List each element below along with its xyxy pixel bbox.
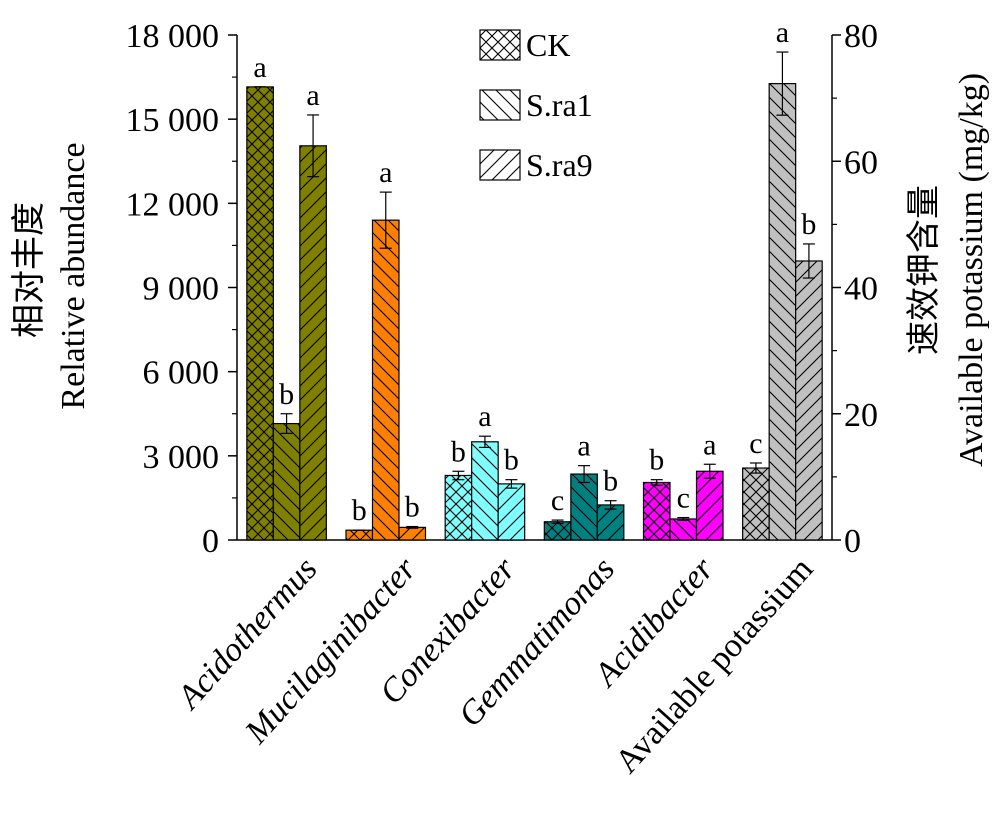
significance-letter: b xyxy=(451,435,466,468)
right-tick-label: 20 xyxy=(844,397,878,434)
bar-pattern xyxy=(371,219,400,541)
significance-letter: b xyxy=(405,491,420,524)
significance-letter: a xyxy=(253,51,266,84)
right-tick-label: 0 xyxy=(844,523,861,560)
bar-pattern xyxy=(695,470,724,541)
significance-letter: a xyxy=(703,428,716,461)
bar-pattern xyxy=(768,83,797,541)
significance-letter: b xyxy=(504,444,519,477)
bar-pattern xyxy=(444,474,473,541)
bar-pattern xyxy=(471,441,499,541)
axes: 0 3 000 6 000 9 000 12 000 15 000 18 000 0 20 40 6… xyxy=(126,18,879,560)
right-tick-label: 40 xyxy=(844,271,878,308)
error-bars xyxy=(254,51,815,531)
bar-pattern xyxy=(543,521,572,541)
legend-label: S.ra1 xyxy=(526,87,593,123)
significance-letter: a xyxy=(478,400,491,433)
significance-letter: a xyxy=(577,430,590,463)
significance-letter: c xyxy=(677,482,690,515)
bar-pattern xyxy=(272,422,301,541)
legend-swatch xyxy=(479,149,521,181)
category-label: Mucilaginibacter xyxy=(238,550,425,751)
bar-pattern xyxy=(497,483,526,541)
legend-label: CK xyxy=(526,27,570,63)
bar-pattern xyxy=(345,529,374,541)
significance-letter: b xyxy=(801,208,816,241)
significance-letter: c xyxy=(749,427,762,460)
bar-pattern xyxy=(795,260,823,541)
left-axis-title-en: Relative abundance xyxy=(55,142,92,409)
right-axis-title-cn: 速效钾含量 xyxy=(905,185,943,355)
bar-pattern xyxy=(398,526,427,541)
significance-letter: b xyxy=(279,378,294,411)
right-tick-label: 80 xyxy=(844,18,878,55)
significance-letter: a xyxy=(306,79,319,112)
significance-letter: b xyxy=(649,444,664,477)
significance-letter: a xyxy=(776,16,789,49)
right-tick-label: 60 xyxy=(844,144,878,181)
left-tick-label: 6 000 xyxy=(143,355,220,392)
significance-letter: b xyxy=(603,465,618,498)
left-tick-label: 12 000 xyxy=(126,186,220,223)
left-tick-label: 3 000 xyxy=(143,439,220,476)
category-labels: AcidothermusMucilaginibacterConexibacter… xyxy=(169,550,820,780)
left-tick-label: 18 000 xyxy=(126,18,220,55)
significance-letter: c xyxy=(551,484,564,517)
significance-letter: a xyxy=(379,156,392,189)
left-tick-label: 0 xyxy=(202,523,219,560)
left-tick-label: 9 000 xyxy=(143,271,220,308)
bars xyxy=(246,83,823,541)
bar-pattern xyxy=(246,86,274,541)
bar-pattern xyxy=(642,481,671,541)
legend-swatch xyxy=(479,29,521,61)
bar-pattern xyxy=(570,473,598,541)
bar-pattern xyxy=(299,145,327,541)
left-axis-title-cn: 相对丰度 xyxy=(10,202,48,338)
left-tick-label: 15 000 xyxy=(126,102,220,139)
bar-pattern xyxy=(669,518,698,541)
bar-pattern xyxy=(742,467,770,541)
legend-swatch xyxy=(479,89,521,121)
legend: CK S.ra1 S.ra9 xyxy=(479,27,593,183)
bar-pattern xyxy=(596,504,625,541)
significance-letter: b xyxy=(352,494,367,527)
right-axis-title-en: Available potassium (mg/kg) xyxy=(953,73,990,467)
legend-label: S.ra9 xyxy=(526,147,593,183)
